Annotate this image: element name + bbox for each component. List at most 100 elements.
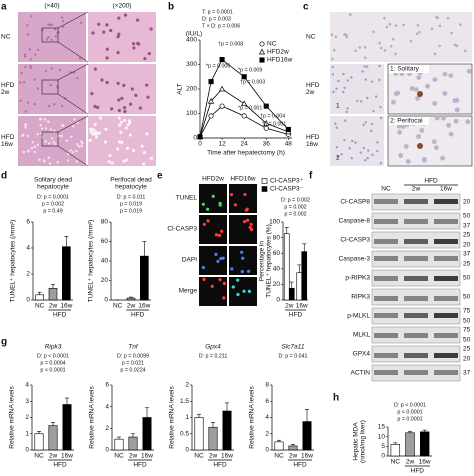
histology-image (88, 12, 156, 62)
texture (71, 125, 75, 128)
texture (57, 134, 61, 137)
p-value: p = 0.0001 (397, 416, 422, 422)
p-value: *p = 0.006 (206, 63, 230, 69)
chart-title: Slc7a11 (281, 344, 304, 351)
texture (40, 127, 44, 130)
bar (128, 436, 138, 451)
x-tick-label: 16w (61, 453, 73, 460)
texture (39, 124, 42, 127)
texture (122, 83, 126, 87)
texture (242, 219, 247, 224)
texture (345, 35, 349, 39)
texture (366, 65, 369, 68)
texture (346, 79, 349, 82)
texture (380, 46, 383, 50)
y-axis-label: (nmol/mg liver) (360, 420, 367, 463)
texture (77, 145, 81, 148)
legend-marker (258, 48, 266, 55)
p-value: D: p = 0.002 (281, 197, 310, 203)
kda-marker: 25 (463, 232, 471, 239)
texture (89, 127, 93, 131)
texture (117, 116, 121, 120)
texture (335, 126, 339, 129)
texture (453, 118, 459, 124)
texture (333, 48, 336, 52)
texture (45, 38, 49, 41)
texture (47, 156, 50, 159)
texture (364, 78, 367, 81)
texture (350, 139, 354, 143)
texture (117, 140, 122, 144)
row-label: HFD (306, 134, 320, 141)
texture (391, 99, 396, 105)
texture (72, 71, 76, 74)
x-tick-label: 2w (129, 453, 138, 460)
legend-label: Cl-CASP3⁻ (270, 186, 304, 193)
texture (105, 47, 109, 51)
texture (28, 48, 32, 51)
texture (105, 56, 109, 60)
texture (75, 150, 78, 153)
panel-letter: b (168, 2, 174, 13)
x-tick-label: 0 (198, 141, 202, 148)
texture (345, 110, 348, 114)
column-label: (×40) (44, 3, 59, 10)
texture (240, 269, 244, 274)
p-value: D: p < 0.0001 (37, 353, 69, 359)
bar (222, 410, 232, 451)
y-tick-label: 200 (186, 86, 197, 93)
texture (44, 69, 48, 73)
x-tick-label: 16w (60, 303, 72, 310)
row-label: 16w (1, 141, 13, 148)
legend-swatch (261, 178, 268, 184)
texture (366, 96, 369, 100)
texture (44, 127, 48, 130)
texture (342, 90, 345, 94)
texture (96, 105, 100, 109)
column-label: (×200) (113, 3, 132, 10)
texture (222, 281, 226, 286)
chart-title: hepatocyte (37, 184, 69, 191)
chart-title: Tnf (128, 344, 139, 351)
texture (49, 83, 52, 87)
band (404, 370, 428, 375)
p-value: D: p = 0.0099 (117, 353, 149, 359)
texture (416, 75, 422, 80)
marker (285, 126, 291, 132)
texture (36, 143, 39, 147)
blot-label: Caspase-3 (339, 256, 371, 263)
x-tick-label: 16w (301, 453, 313, 460)
panel-letter: f (309, 171, 313, 182)
bar (48, 287, 58, 301)
kda-marker: 20 (463, 242, 471, 249)
x-tick-label: 36 (263, 141, 271, 148)
texture (448, 73, 454, 79)
texture (116, 35, 120, 39)
x-tick-label: 2w (127, 303, 136, 310)
y-tick-label: 4 (26, 245, 30, 252)
texture (20, 71, 23, 75)
texture (33, 150, 37, 154)
texture (370, 80, 374, 83)
band (404, 256, 428, 261)
row-label: HFD (306, 82, 320, 89)
group-label: HFD (213, 462, 227, 469)
texture (93, 123, 97, 127)
texture (450, 31, 454, 35)
texture (47, 36, 50, 39)
column-group: HFD (424, 178, 438, 185)
texture (93, 104, 97, 109)
legend-label: Cl-CASP3⁺ (270, 178, 304, 185)
band (434, 276, 458, 281)
y-tick-label: 300 (186, 61, 197, 68)
texture (26, 33, 29, 36)
marker (263, 119, 270, 126)
texture (76, 76, 79, 80)
texture (81, 142, 84, 145)
texture (401, 124, 406, 129)
texture (110, 107, 114, 111)
blot-label: GPX4 (353, 351, 371, 358)
texture (54, 35, 58, 38)
texture (118, 123, 122, 127)
